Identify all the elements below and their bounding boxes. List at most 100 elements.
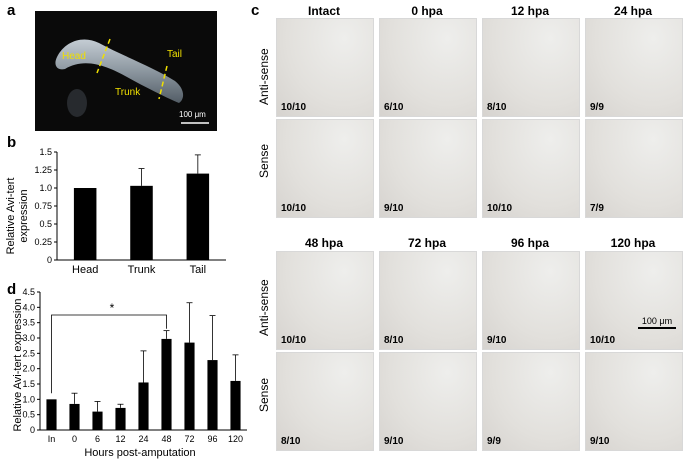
- row-label-antisense-bottom: Anti-sense: [257, 279, 271, 336]
- chart-b: Relative Avi-tert expression 0 0.25 0.5 0.7…: [5, 147, 226, 276]
- y-tick-label: 1.5: [22, 379, 35, 389]
- x-tick-label: 6: [95, 434, 100, 444]
- scale-bar-c: 100 μm: [638, 316, 676, 329]
- col-head-24hpa: 24 hpa: [613, 4, 652, 18]
- y-tick-label: 3.5: [22, 318, 35, 328]
- micrograph: 10/10 100 μm: [585, 251, 683, 350]
- y-tick-label: 0.5: [39, 219, 52, 229]
- bar: [186, 173, 210, 260]
- panel-a-photo: Head Tail Trunk 100 μm: [35, 11, 217, 131]
- y-tick-label: 0.25: [34, 237, 52, 247]
- count-label: 9/10: [487, 335, 507, 346]
- x-tick-label: 0: [72, 434, 77, 444]
- micrograph: 9/9: [482, 352, 580, 451]
- count-label: 10/10: [281, 102, 307, 113]
- micrograph: 9/10: [379, 352, 477, 451]
- micrograph: 9/10: [379, 119, 477, 218]
- scale-bar-label: 100 μm: [179, 110, 206, 119]
- y-tick-label: 0.75: [34, 201, 52, 211]
- bar: [115, 407, 126, 430]
- count-label: 10/10: [487, 203, 513, 214]
- chart-b-ylabel-2: expression: [18, 189, 30, 242]
- scale-bar-c-label: 100 μm: [641, 316, 673, 326]
- micrograph: 10/10: [276, 18, 374, 117]
- label-trunk: Trunk: [115, 87, 141, 98]
- count-label: 6/10: [384, 102, 404, 113]
- y-tick-label: 2.5: [22, 348, 35, 358]
- count-label: 8/10: [487, 102, 507, 113]
- micrograph: 10/10: [276, 119, 374, 218]
- bar: [73, 188, 97, 260]
- bar: [161, 338, 172, 430]
- col-head-intact: Intact: [307, 4, 340, 18]
- row-label-sense-top: Sense: [257, 143, 271, 178]
- label-tail: Tail: [167, 49, 183, 60]
- y-tick-label: 1.25: [34, 165, 52, 175]
- x-tick-label: In: [48, 434, 56, 444]
- chart-d: Relative Avi-tert expression Hours post-…: [12, 287, 247, 459]
- x-tick-label: 48: [161, 434, 171, 444]
- x-tick-label: Head: [72, 264, 98, 276]
- col-head-120hpa: 120 hpa: [610, 236, 656, 250]
- count-label: 10/10: [590, 335, 616, 346]
- panel-a-letter: a: [7, 2, 16, 19]
- x-tick-label: 120: [228, 434, 243, 444]
- chart-b-ylabel-1: Relative Avi-tert: [5, 178, 17, 255]
- y-tick-label: 3.0: [22, 333, 35, 343]
- y-tick-label: 1.0: [39, 183, 52, 193]
- micrograph: 7/9: [585, 119, 683, 218]
- micrograph: 8/10: [379, 251, 477, 350]
- count-label: 9/9: [487, 436, 501, 447]
- panel-c-letter: c: [251, 2, 260, 19]
- col-head-12hpa: 12 hpa: [510, 4, 549, 18]
- micrograph: 9/10: [482, 251, 580, 350]
- col-head-48hpa: 48 hpa: [304, 236, 343, 250]
- micrograph: 6/10: [379, 18, 477, 117]
- bar: [138, 382, 149, 430]
- x-tick-label: Tail: [190, 264, 207, 276]
- micrograph: 9/9: [585, 18, 683, 117]
- panel-d-letter: d: [7, 281, 17, 298]
- bar: [130, 185, 153, 260]
- row-label-sense-bottom: Sense: [257, 377, 271, 412]
- x-tick-label: 12: [115, 434, 125, 444]
- count-label: 7/9: [590, 203, 604, 214]
- count-label: 10/10: [281, 203, 307, 214]
- micrograph: 10/10: [276, 251, 374, 350]
- chart-d-significance: *: [110, 301, 115, 315]
- count-label: 8/10: [281, 436, 301, 447]
- panel-b-letter: b: [7, 134, 17, 151]
- x-tick-label: 24: [138, 434, 148, 444]
- y-tick-label: 0: [47, 255, 52, 265]
- y-tick-label: 1.5: [39, 147, 52, 157]
- y-tick-label: 1.0: [22, 394, 35, 404]
- col-head-0hpa: 0 hpa: [411, 4, 443, 18]
- scale-bar-c-line: [638, 327, 676, 329]
- bar: [184, 342, 195, 430]
- significance-bracket: [51, 314, 167, 394]
- count-label: 9/10: [590, 436, 610, 447]
- micrograph: 10/10: [482, 119, 580, 218]
- x-tick-label: 96: [207, 434, 217, 444]
- bar: [69, 403, 80, 430]
- micrograph: 8/10: [482, 18, 580, 117]
- col-head-96hpa: 96 hpa: [510, 236, 549, 250]
- bar: [230, 380, 241, 430]
- micrograph: 9/10: [585, 352, 683, 451]
- worm-image: [55, 38, 209, 124]
- col-head-72hpa: 72 hpa: [407, 236, 446, 250]
- label-head: Head: [62, 51, 86, 62]
- y-tick-label: 4.0: [22, 302, 35, 312]
- chart-d-xlabel: Hours post-amputation: [84, 447, 195, 459]
- x-tick-label: Trunk: [128, 264, 156, 276]
- count-label: 9/10: [384, 203, 404, 214]
- y-tick-label: 2.0: [22, 364, 35, 374]
- y-tick-label: 4.5: [22, 287, 35, 297]
- row-label-antisense-top: Anti-sense: [257, 48, 271, 105]
- micrograph: 8/10: [276, 352, 374, 451]
- count-label: 10/10: [281, 335, 307, 346]
- bar: [46, 399, 57, 430]
- y-tick-label: 0.5: [22, 410, 35, 420]
- bar: [207, 360, 218, 430]
- count-label: 9/9: [590, 102, 604, 113]
